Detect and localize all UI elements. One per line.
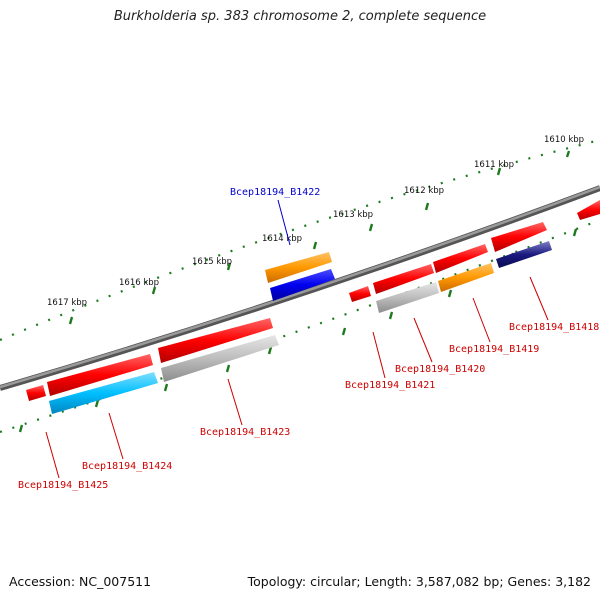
gene-arrow xyxy=(349,286,371,302)
leader-line-b1421 xyxy=(372,331,386,379)
gene-label-b1422: Bcep18194_B1422 xyxy=(230,187,320,198)
gene-arrow xyxy=(491,222,547,252)
gene-arrow xyxy=(161,335,279,382)
tick-label-1613: 1613 kbp xyxy=(333,210,373,220)
map-title: Burkholderia sp. 383 chromosome 2, compl… xyxy=(113,9,487,24)
major-tick xyxy=(341,327,347,336)
leader-line-b1425 xyxy=(45,431,60,479)
chromosome-backbone-highlight xyxy=(0,185,600,389)
gene-arrow xyxy=(433,244,488,273)
leader-lines xyxy=(45,199,549,479)
inner-major-ticks xyxy=(18,228,578,433)
forward-strand-genes xyxy=(26,200,600,401)
gene-label-b1423: Bcep18194_B1423 xyxy=(200,427,290,438)
topology-summary: Topology: circular; Length: 3,587,082 bp… xyxy=(247,574,591,589)
major-tick xyxy=(225,364,231,373)
major-tick xyxy=(312,241,318,250)
inner-scale-track xyxy=(0,218,600,434)
major-tick xyxy=(368,223,374,232)
tick-label-1616: 1616 kbp xyxy=(119,278,159,288)
major-tick xyxy=(565,150,571,158)
leader-line-b1424 xyxy=(108,412,124,460)
major-tick xyxy=(388,311,394,320)
leader-line-b1418 xyxy=(529,276,549,321)
outer-scale-track xyxy=(0,138,600,342)
gene-labels: Bcep18194_B1418 Bcep18194_B1419 Bcep1819… xyxy=(18,187,599,491)
outer-major-ticks xyxy=(68,150,571,325)
leader-line-b1422 xyxy=(277,199,291,246)
gene-arrow xyxy=(270,269,335,301)
leader-line-b1420 xyxy=(413,317,433,363)
tick-label-1614: 1614 kbp xyxy=(262,234,302,244)
major-tick xyxy=(226,262,232,271)
gene-arrow xyxy=(496,241,552,268)
gene-arrow xyxy=(47,354,153,396)
gene-arrow xyxy=(577,200,600,220)
gene-label-b1424: Bcep18194_B1424 xyxy=(82,461,172,472)
gene-arrow xyxy=(438,263,494,292)
gene-arrow xyxy=(158,318,273,363)
gene-arrow xyxy=(265,252,332,283)
tick-label-1612: 1612 kbp xyxy=(404,186,444,196)
gene-arrow xyxy=(376,282,439,313)
major-tick xyxy=(18,424,24,433)
major-tick xyxy=(424,202,430,211)
reverse-strand-genes xyxy=(49,241,552,414)
accession-text: Accession: NC_007511 xyxy=(9,574,152,589)
gene-arrow xyxy=(49,372,158,414)
major-tick xyxy=(447,289,453,298)
gene-label-b1425: Bcep18194_B1425 xyxy=(18,480,108,491)
tick-label-1611: 1611 kbp xyxy=(474,160,514,170)
tick-label-1615: 1615 kbp xyxy=(192,257,232,267)
leader-line-b1419 xyxy=(472,297,491,343)
gene-label-b1420: Bcep18194_B1420 xyxy=(395,364,485,375)
gene-arrow xyxy=(373,264,434,294)
leader-line-b1423 xyxy=(227,378,243,426)
gene-label-b1421: Bcep18194_B1421 xyxy=(345,380,435,391)
gene-label-b1419: Bcep18194_B1419 xyxy=(449,344,539,355)
major-tick xyxy=(151,286,157,295)
scale-tick-labels: 1610 kbp 1611 kbp 1612 kbp 1613 kbp 1614… xyxy=(47,135,584,308)
tick-label-1617: 1617 kbp xyxy=(47,298,87,308)
major-tick xyxy=(496,167,502,176)
gene-label-b1418: Bcep18194_B1418 xyxy=(509,322,599,333)
gene-arrow xyxy=(26,385,46,401)
major-tick xyxy=(163,383,169,392)
tick-label-1610: 1610 kbp xyxy=(544,135,584,145)
major-tick xyxy=(572,228,578,237)
major-tick xyxy=(68,316,74,325)
major-tick xyxy=(267,346,273,355)
major-tick xyxy=(94,399,100,408)
